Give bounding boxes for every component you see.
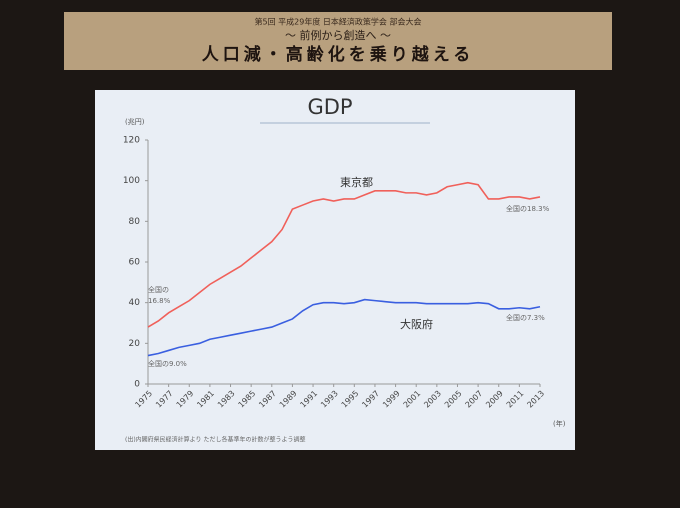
- y-tick-label: 40: [129, 298, 141, 308]
- annotation: 全国の9.0%: [148, 359, 187, 368]
- banner: [64, 12, 612, 70]
- slide: [95, 90, 575, 450]
- y-tick-label: 20: [129, 339, 141, 349]
- banner-line: 〜 前例から創造へ 〜: [285, 28, 391, 42]
- y-tick-label: 0: [134, 380, 140, 390]
- y-tick-label: 60: [129, 258, 141, 268]
- banner-line: 人口減・高齢化を乗り越える: [202, 44, 475, 65]
- x-unit: (年): [553, 419, 566, 428]
- annotation: 大阪府: [400, 317, 433, 331]
- y-tick-label: 100: [123, 176, 140, 186]
- annotation: 全国の7.3%: [506, 313, 545, 322]
- banner-line: 第5回 平成29年度 日本経済政策学会 部会大会: [255, 17, 422, 27]
- annotation: 全国の: [148, 285, 169, 294]
- source-note: (出)内閣府県民経済計算より ただし各基準年の計数が整うよう調整: [125, 436, 305, 444]
- y-tick-label: 80: [129, 217, 141, 227]
- y-tick-label: 120: [123, 136, 140, 146]
- annotation: 全国の18.3%: [506, 204, 550, 213]
- data-line: [147, 298, 541, 357]
- annotation: 16.8%: [148, 297, 171, 305]
- annotation: 東京都: [340, 175, 373, 189]
- data-line: [147, 181, 541, 328]
- y-unit: (兆円): [125, 117, 145, 126]
- chart-title: GDP: [307, 95, 352, 119]
